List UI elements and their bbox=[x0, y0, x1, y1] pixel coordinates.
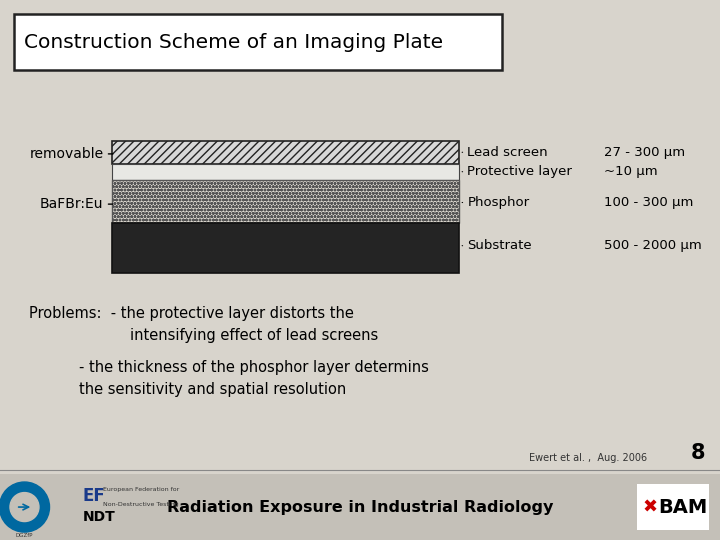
Text: ~10 μm: ~10 μm bbox=[604, 165, 658, 178]
Text: the sensitivity and spatial resolution: the sensitivity and spatial resolution bbox=[79, 382, 346, 397]
Circle shape bbox=[0, 482, 50, 532]
Bar bbox=[112, 180, 459, 223]
Text: - the thickness of the phosphor layer determins: - the thickness of the phosphor layer de… bbox=[79, 360, 429, 375]
Text: 8: 8 bbox=[691, 443, 706, 463]
Circle shape bbox=[10, 492, 39, 522]
Text: Protective layer: Protective layer bbox=[467, 165, 572, 178]
Text: removable: removable bbox=[30, 147, 104, 161]
Bar bbox=[0, 474, 720, 540]
Text: intensifying effect of lead screens: intensifying effect of lead screens bbox=[130, 328, 379, 343]
Bar bbox=[14, 14, 502, 70]
Text: 100 - 300 μm: 100 - 300 μm bbox=[604, 196, 694, 209]
Text: Problems:  - the protective layer distorts the: Problems: - the protective layer distort… bbox=[29, 306, 354, 321]
Text: EF: EF bbox=[83, 487, 106, 505]
Text: Non-Destructive Testing: Non-Destructive Testing bbox=[103, 502, 179, 507]
Text: Ewert et al. ,  Aug. 2006: Ewert et al. , Aug. 2006 bbox=[529, 453, 647, 463]
Text: 500 - 2000 μm: 500 - 2000 μm bbox=[604, 239, 702, 252]
Text: European Federation for: European Federation for bbox=[103, 487, 179, 492]
Bar bbox=[112, 223, 459, 273]
Text: Substrate: Substrate bbox=[467, 239, 532, 252]
Bar bbox=[636, 484, 709, 530]
Text: NDT: NDT bbox=[83, 510, 115, 524]
Text: Construction Scheme of an Imaging Plate: Construction Scheme of an Imaging Plate bbox=[24, 32, 443, 51]
Text: BaFBr:Eu: BaFBr:Eu bbox=[40, 197, 104, 211]
Text: Radiation Exposure in Industrial Radiology: Radiation Exposure in Industrial Radiolo… bbox=[167, 500, 553, 515]
Bar bbox=[112, 141, 459, 164]
Bar bbox=[112, 164, 459, 180]
Text: DGZfP: DGZfP bbox=[16, 533, 33, 538]
Text: Lead screen: Lead screen bbox=[467, 146, 548, 159]
Text: BAM: BAM bbox=[658, 497, 707, 517]
Text: 27 - 300 μm: 27 - 300 μm bbox=[604, 146, 685, 159]
Text: Phosphor: Phosphor bbox=[467, 196, 529, 209]
Text: ✖: ✖ bbox=[643, 498, 658, 516]
